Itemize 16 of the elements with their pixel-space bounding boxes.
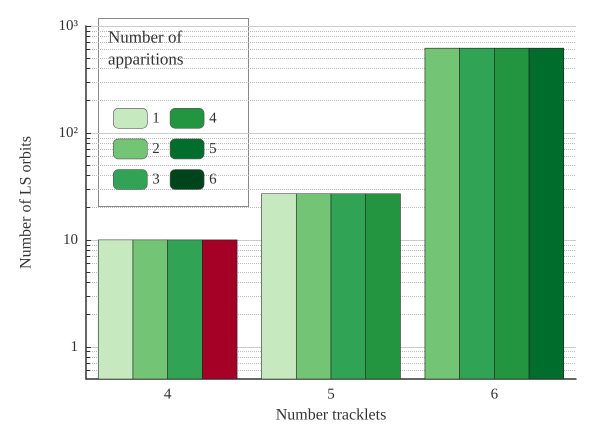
legend-label: 2 <box>152 140 160 157</box>
y-tick-label: 1 <box>70 338 78 355</box>
y-tick-label: 10³ <box>58 18 78 34</box>
y-tick-label: 10 <box>63 232 78 248</box>
x-tick-label: 5 <box>327 386 335 402</box>
x-tick-label: 6 <box>490 386 499 402</box>
y-tick-label: 10² <box>58 124 78 141</box>
legend-label: 1 <box>152 110 160 126</box>
y-axis-title: Number of LS orbits <box>18 136 34 269</box>
legend-label: 5 <box>209 140 217 157</box>
legend-title: Number of apparitions <box>108 28 186 68</box>
legend-label: 3 <box>152 172 160 188</box>
x-axis-title: Number tracklets <box>276 406 386 424</box>
legend-label: 4 <box>209 110 218 126</box>
x-tick-label: 4 <box>164 386 172 402</box>
legend-label: 6 <box>209 172 218 188</box>
